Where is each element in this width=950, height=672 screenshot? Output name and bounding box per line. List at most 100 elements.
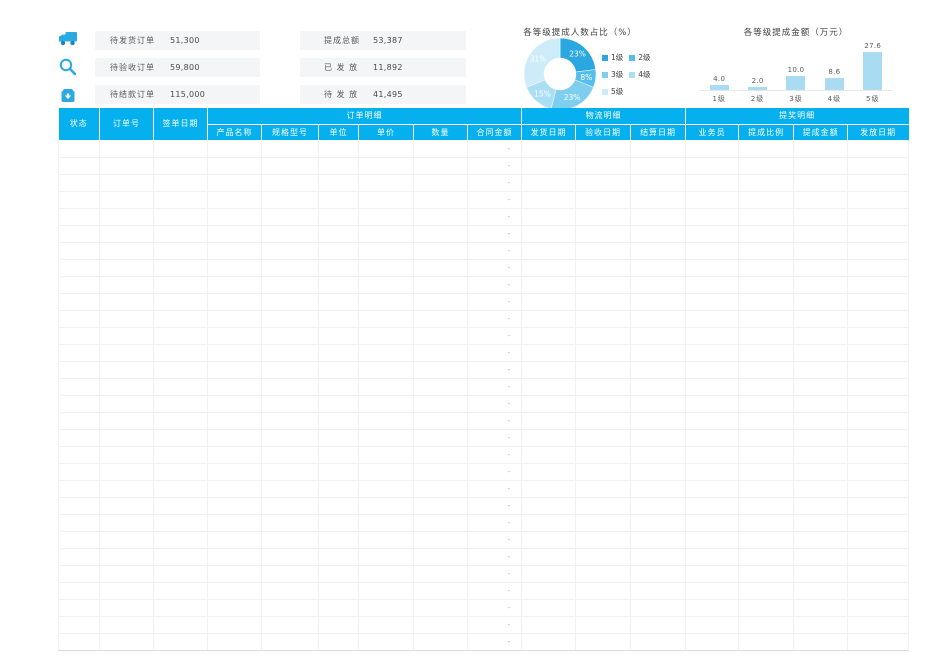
table-cell[interactable] bbox=[847, 548, 910, 566]
table-cell[interactable] bbox=[793, 446, 849, 464]
table-cell[interactable] bbox=[207, 446, 262, 464]
table-cell[interactable] bbox=[685, 514, 740, 532]
table-cell[interactable] bbox=[153, 327, 208, 345]
table-cell[interactable] bbox=[99, 514, 154, 532]
table-cell[interactable]: - bbox=[467, 191, 523, 209]
table-cell[interactable]: - bbox=[467, 259, 523, 277]
table-cell[interactable] bbox=[413, 293, 468, 311]
table-cell[interactable] bbox=[575, 327, 632, 345]
table-cell[interactable] bbox=[738, 208, 795, 226]
table-cell[interactable] bbox=[575, 565, 632, 583]
table-cell[interactable] bbox=[413, 531, 468, 549]
table-cell[interactable] bbox=[738, 174, 795, 192]
table-cell[interactable] bbox=[318, 140, 359, 158]
table-cell[interactable] bbox=[630, 174, 687, 192]
table-cell[interactable]: - bbox=[467, 208, 523, 226]
table-cell[interactable] bbox=[207, 514, 262, 532]
table-cell[interactable] bbox=[153, 276, 208, 294]
table-cell[interactable] bbox=[575, 378, 632, 396]
table-cell[interactable] bbox=[847, 225, 910, 243]
table-cell[interactable] bbox=[207, 582, 262, 600]
table-cell[interactable] bbox=[847, 361, 910, 379]
table-cell[interactable] bbox=[318, 531, 359, 549]
table-cell[interactable] bbox=[685, 531, 740, 549]
table-cell[interactable] bbox=[153, 514, 208, 532]
table-cell[interactable] bbox=[153, 616, 208, 634]
table-cell[interactable] bbox=[685, 276, 740, 294]
table-cell[interactable] bbox=[318, 446, 359, 464]
table-cell[interactable] bbox=[153, 361, 208, 379]
table-cell[interactable] bbox=[738, 446, 795, 464]
table-cell[interactable] bbox=[521, 531, 577, 549]
table-cell[interactable] bbox=[261, 514, 319, 532]
table-cell[interactable] bbox=[413, 191, 468, 209]
table-cell[interactable] bbox=[847, 599, 910, 617]
table-cell[interactable] bbox=[358, 208, 414, 226]
table-cell[interactable] bbox=[575, 259, 632, 277]
table-cell[interactable] bbox=[847, 429, 910, 447]
table-cell[interactable] bbox=[58, 480, 100, 498]
table-cell[interactable] bbox=[358, 480, 414, 498]
table-cell[interactable] bbox=[261, 582, 319, 600]
table-cell[interactable] bbox=[413, 497, 468, 515]
table-cell[interactable] bbox=[207, 276, 262, 294]
table-cell[interactable] bbox=[261, 531, 319, 549]
col-header-accept-date[interactable]: 验收日期 bbox=[575, 124, 632, 141]
table-cell[interactable] bbox=[793, 208, 849, 226]
table-cell[interactable] bbox=[575, 293, 632, 311]
table-cell[interactable] bbox=[630, 276, 687, 294]
table-cell[interactable] bbox=[413, 378, 468, 396]
table-cell[interactable] bbox=[793, 480, 849, 498]
table-cell[interactable] bbox=[738, 242, 795, 260]
table-cell[interactable] bbox=[318, 395, 359, 413]
table-cell[interactable] bbox=[153, 497, 208, 515]
table-cell[interactable] bbox=[685, 225, 740, 243]
table-cell[interactable] bbox=[207, 548, 262, 566]
table-cell[interactable] bbox=[847, 480, 910, 498]
table-cell[interactable] bbox=[261, 310, 319, 328]
table-cell[interactable]: - bbox=[467, 378, 523, 396]
table-cell[interactable]: - bbox=[467, 276, 523, 294]
table-cell[interactable] bbox=[575, 446, 632, 464]
col-header-status[interactable]: 状态 bbox=[58, 108, 100, 141]
table-cell[interactable] bbox=[793, 344, 849, 362]
table-cell[interactable] bbox=[738, 361, 795, 379]
col-header-unit-price[interactable]: 单价 bbox=[358, 124, 414, 141]
table-cell[interactable] bbox=[521, 174, 577, 192]
col-header-spec-model[interactable]: 规格型号 bbox=[261, 124, 319, 141]
col-header-commission-amount[interactable]: 提成金额 bbox=[793, 124, 849, 141]
table-cell[interactable] bbox=[358, 429, 414, 447]
table-cell[interactable] bbox=[153, 191, 208, 209]
table-cell[interactable] bbox=[358, 395, 414, 413]
table-cell[interactable] bbox=[738, 531, 795, 549]
table-cell[interactable] bbox=[738, 599, 795, 617]
table-cell[interactable] bbox=[685, 293, 740, 311]
table-cell[interactable] bbox=[99, 548, 154, 566]
table-cell[interactable] bbox=[58, 140, 100, 158]
table-cell[interactable]: - bbox=[467, 548, 523, 566]
table-cell[interactable] bbox=[521, 344, 577, 362]
table-cell[interactable] bbox=[358, 157, 414, 175]
table-cell[interactable] bbox=[99, 208, 154, 226]
col-header-unit[interactable]: 单位 bbox=[318, 124, 359, 141]
table-cell[interactable] bbox=[521, 582, 577, 600]
table-cell[interactable] bbox=[521, 259, 577, 277]
table-cell[interactable] bbox=[630, 361, 687, 379]
table-cell[interactable]: - bbox=[467, 225, 523, 243]
table-cell[interactable] bbox=[58, 378, 100, 396]
table-cell[interactable] bbox=[207, 327, 262, 345]
table-cell[interactable]: - bbox=[467, 327, 523, 345]
table-cell[interactable] bbox=[847, 208, 910, 226]
table-cell[interactable] bbox=[99, 310, 154, 328]
table-cell[interactable] bbox=[99, 140, 154, 158]
col-header-product-name[interactable]: 产品名称 bbox=[207, 124, 262, 141]
table-cell[interactable] bbox=[793, 463, 849, 481]
table-cell[interactable] bbox=[58, 463, 100, 481]
table-cell[interactable] bbox=[738, 395, 795, 413]
table-cell[interactable] bbox=[575, 174, 632, 192]
table-cell[interactable] bbox=[318, 259, 359, 277]
table-cell[interactable] bbox=[58, 633, 100, 651]
table-cell[interactable] bbox=[413, 412, 468, 430]
table-cell[interactable] bbox=[99, 395, 154, 413]
table-cell[interactable]: - bbox=[467, 361, 523, 379]
